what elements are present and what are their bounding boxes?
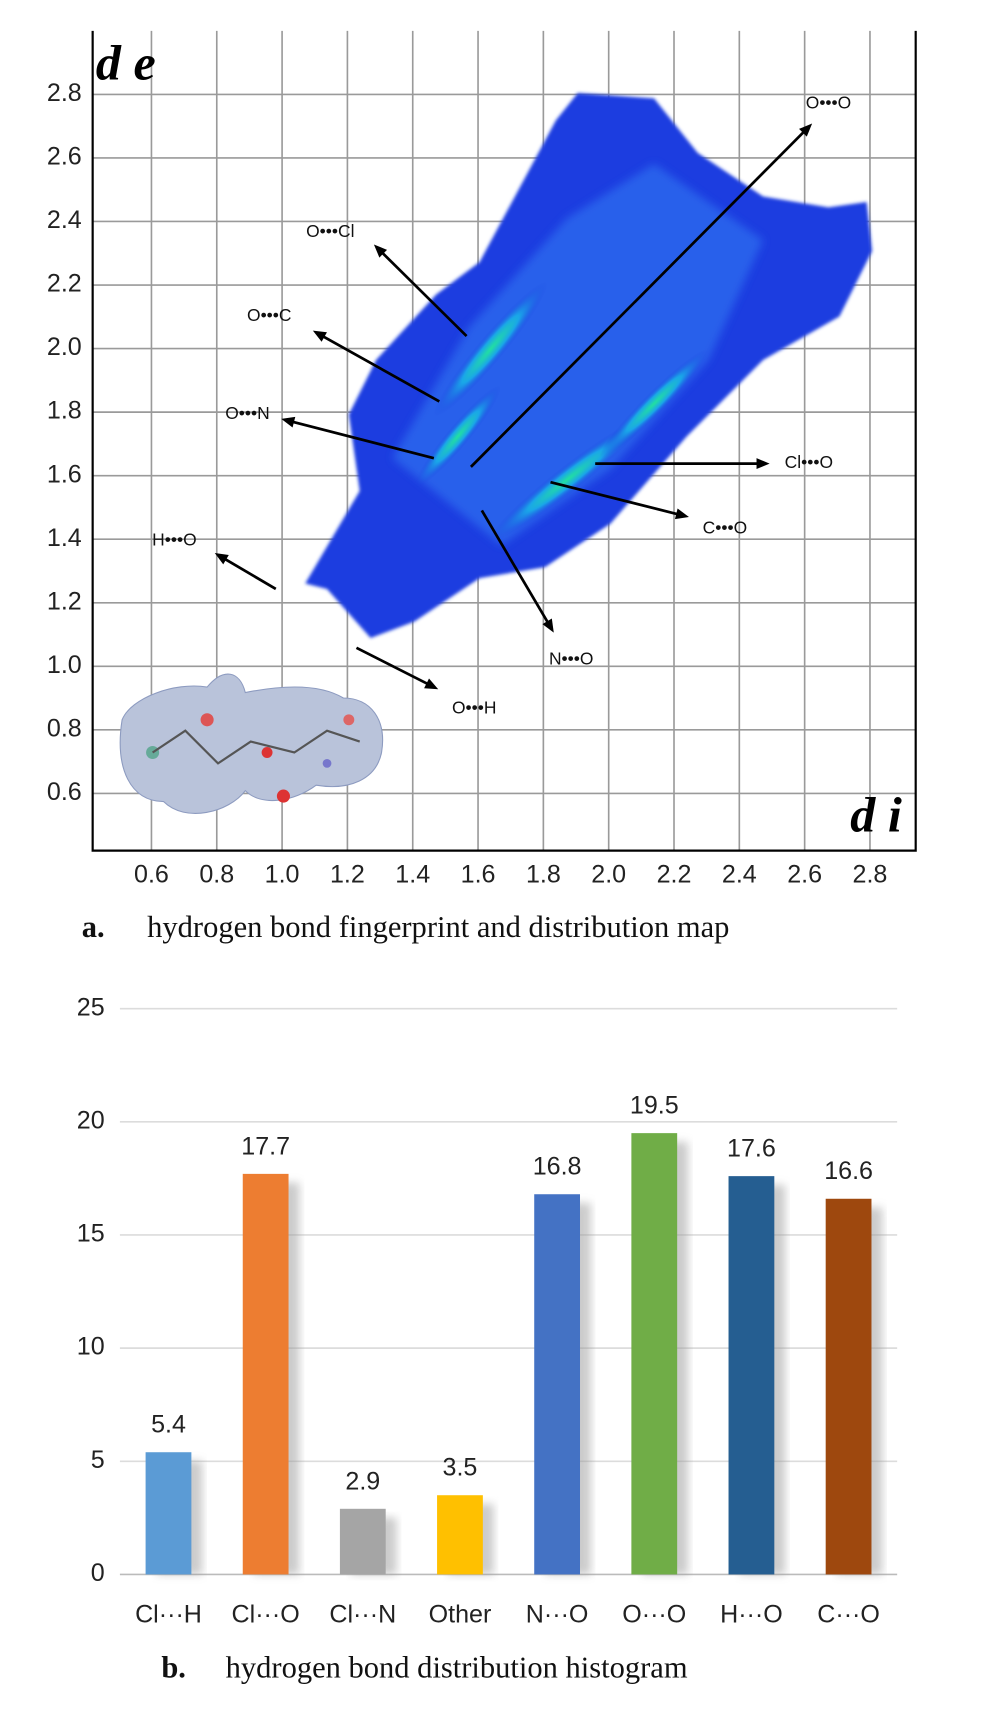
value-label: 17.6 [727, 1135, 776, 1163]
arrow-head [799, 123, 813, 137]
arrow-head [542, 618, 554, 633]
annotation-arrow [355, 646, 432, 687]
y-tick-label: 0.8 [47, 714, 82, 742]
x-tick-label: Cl···N [329, 1600, 396, 1628]
annotation-arrow [480, 509, 551, 626]
x-tick-label: 1.2 [330, 860, 365, 888]
bar [145, 1452, 192, 1575]
y-tick-label: 1.4 [47, 524, 82, 552]
axis-labels: d e d i [96, 34, 902, 842]
bar [437, 1495, 483, 1575]
bar [339, 1508, 386, 1575]
bar [242, 1173, 289, 1575]
annotation-label: O•••H [452, 697, 496, 717]
annotation-label: H•••O [152, 530, 196, 550]
x-axis-label: d i [850, 787, 902, 843]
annotation-arrow [379, 249, 468, 338]
x-tick-label: C···O [817, 1600, 880, 1628]
y-tick-label: 2.6 [47, 143, 82, 171]
x-tick-label: 2.2 [657, 860, 692, 888]
x-tick-label: 1.0 [265, 860, 300, 888]
y-tick-label: 0 [91, 1559, 105, 1587]
value-label: 17.7 [241, 1132, 290, 1160]
value-label: 5.4 [151, 1411, 186, 1439]
x-tick-label: Cl···H [135, 1600, 202, 1628]
annotation-label: C•••O [703, 518, 747, 538]
x-tick-label: H···O [720, 1600, 783, 1628]
y-tick-label: 2.8 [47, 79, 82, 107]
caption-letter: b. [161, 1650, 186, 1684]
annotation-label: Cl•••O [785, 452, 833, 472]
annotation-arrow [319, 333, 440, 403]
y-tick-label: 15 [77, 1220, 105, 1248]
annotation-label: O•••O [806, 92, 851, 112]
bar [534, 1194, 581, 1575]
value-label: 16.6 [824, 1157, 873, 1185]
molecule-surface [119, 673, 384, 814]
caption: hydrogen bond distribution histogram [226, 1650, 688, 1684]
y-tick-label: 20 [77, 1106, 105, 1134]
y-tick-label: 25 [77, 993, 105, 1021]
y-tick-label: 10 [77, 1333, 105, 1361]
y-tick-label: 1.0 [47, 651, 82, 679]
x-tick-label: Other [429, 1600, 492, 1628]
y-tick-label: 2.2 [47, 270, 82, 298]
caption: hydrogen bond fingerprint and distributi… [147, 910, 729, 944]
arrow-head [373, 244, 388, 258]
arrow-head [214, 552, 229, 565]
caption-letter: a. [82, 910, 105, 944]
bar [825, 1198, 872, 1575]
annotation-arrow [469, 128, 807, 468]
x-tick-label: O···O [622, 1600, 686, 1628]
y-axis-label: d e [96, 34, 156, 90]
value-label: 16.8 [533, 1153, 582, 1181]
y-tick-label: 5 [91, 1446, 105, 1474]
arrow-head [756, 458, 770, 470]
annotation-arrow [289, 419, 435, 460]
bar [631, 1133, 678, 1575]
annotation-label: N•••O [549, 648, 593, 668]
x-tick-label: 2.6 [787, 860, 822, 888]
arrow-head [674, 508, 689, 520]
plot-frame [91, 30, 917, 852]
y-tick-label: 2.0 [47, 333, 82, 361]
annotation-arrow [550, 480, 681, 517]
value-label: 3.5 [443, 1454, 478, 1482]
annotation-label: O•••N [225, 403, 269, 423]
x-tick-label: 1.8 [526, 860, 561, 888]
y-tick-label: 1.2 [47, 587, 82, 615]
bar [728, 1176, 775, 1575]
value-label: 2.9 [345, 1467, 380, 1495]
annotation-arrow [221, 556, 277, 591]
annotation-label: O•••Cl [306, 221, 354, 241]
x-tick-label: 0.8 [199, 860, 234, 888]
y-tick-label: 1.6 [47, 460, 82, 488]
arrow-head [281, 416, 296, 428]
annotation-label: O•••C [247, 305, 291, 325]
x-tick-label: N···O [526, 1600, 589, 1628]
arrow-head [424, 678, 439, 690]
x-tick-label: 0.6 [134, 860, 169, 888]
x-tick-label: 2.4 [722, 860, 757, 888]
value-label: 19.5 [630, 1092, 679, 1120]
x-tick-label: 2.8 [853, 860, 888, 888]
x-tick-label: Cl···O [232, 1600, 300, 1628]
y-tick-label: 0.6 [47, 778, 82, 806]
y-tick-label: 1.8 [47, 397, 82, 425]
x-tick-label: 1.6 [461, 860, 496, 888]
y-tick-label: 2.4 [47, 206, 82, 234]
x-tick-label: 1.4 [395, 860, 430, 888]
density-cloud [305, 92, 873, 639]
arrow-head [312, 330, 327, 342]
x-tick-label: 2.0 [591, 860, 626, 888]
